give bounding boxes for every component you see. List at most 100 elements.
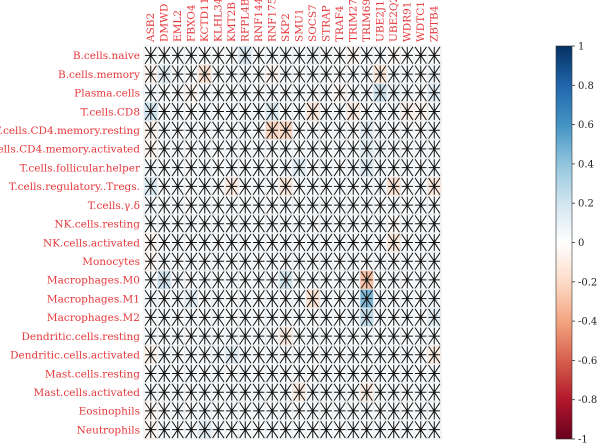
asterisk-mark [171,271,184,289]
asterisk-mark [225,346,238,364]
asterisk-mark [171,46,184,65]
asterisk-mark [333,289,346,308]
asterisk-mark [225,271,238,289]
asterisk-mark [360,346,373,364]
asterisk-mark [387,364,400,383]
asterisk-mark [239,196,252,214]
asterisk-mark [387,346,400,364]
asterisk-mark [198,308,211,327]
asterisk-mark [347,383,360,401]
asterisk-mark [414,84,427,102]
asterisk-mark [374,364,387,383]
asterisk-mark [266,289,279,308]
asterisk-mark [374,102,387,121]
asterisk-mark [266,121,279,139]
asterisk-mark [171,402,184,420]
asterisk-mark [320,46,333,65]
asterisk-mark [306,252,319,270]
asterisk-mark [333,102,346,121]
row-label: T.cells.regulatory..Tregs. [9,181,140,193]
asterisk-mark [401,402,414,420]
asterisk-mark [239,308,252,327]
asterisk-mark [347,420,360,439]
asterisk-mark [320,402,333,420]
asterisk-mark [387,327,400,345]
asterisk-mark [320,289,333,308]
asterisk-mark [198,289,211,308]
asterisk-mark [293,215,306,233]
asterisk-mark [360,65,373,83]
colorbar-tick-label: 1 [578,42,584,53]
asterisk-mark [185,383,198,401]
asterisk-mark [401,327,414,345]
row-label: Eosinophils [79,406,140,418]
asterisk-mark [198,327,211,345]
asterisk-mark [428,327,441,345]
asterisk-mark [252,233,265,252]
asterisk-mark [185,289,198,308]
row-label: Mast.cells.resting [45,368,140,380]
asterisk-mark [320,158,333,177]
asterisk-mark [347,308,360,327]
asterisk-mark [198,346,211,364]
asterisk-mark [320,271,333,289]
asterisk-mark [428,102,441,121]
asterisk-mark [306,215,319,233]
colorbar-tick-label: 0.8 [578,81,594,92]
row-label: T.cells.CD8 [81,106,140,118]
asterisk-mark [374,327,387,345]
asterisk-mark [279,84,292,102]
asterisk-mark [225,215,238,233]
asterisk-mark [428,121,441,139]
asterisk-mark [333,420,346,439]
asterisk-mark [212,158,225,177]
asterisk-mark [387,158,400,177]
asterisk-mark [428,420,441,439]
asterisk-mark [158,346,171,364]
asterisk-mark [401,177,414,196]
asterisk-mark [212,121,225,139]
asterisk-mark [414,271,427,289]
asterisk-mark [185,215,198,233]
asterisk-mark [171,84,184,102]
row-label: B.cells.memory [58,69,140,81]
asterisk-mark [293,102,306,121]
asterisk-mark [414,196,427,214]
asterisk-mark [360,140,373,158]
asterisk-mark [225,158,238,177]
asterisk-mark [225,289,238,308]
asterisk-mark [144,289,157,308]
asterisk-mark [266,252,279,270]
asterisk-mark [252,84,265,102]
row-label: Dendritic.cells.resting [21,331,140,343]
asterisk-mark [347,196,360,214]
asterisk-mark [374,402,387,420]
asterisk-mark [401,84,414,102]
asterisk-mark [374,196,387,214]
asterisk-mark [306,233,319,252]
asterisk-mark [198,196,211,214]
asterisk-mark [306,346,319,364]
asterisk-mark [252,177,265,196]
asterisk-mark [333,196,346,214]
asterisk-mark [360,84,373,102]
asterisk-mark [252,252,265,270]
asterisk-mark [279,215,292,233]
asterisk-mark [387,46,400,65]
heatmap-grid [143,45,442,440]
asterisk-mark [279,364,292,383]
asterisk-mark [333,327,346,345]
asterisk-mark [198,364,211,383]
asterisk-mark [293,402,306,420]
asterisk-mark [252,364,265,383]
asterisk-mark [401,121,414,139]
asterisk-mark [306,402,319,420]
row-label: Plasma.cells [74,88,140,100]
asterisk-mark [320,121,333,139]
asterisk-mark [306,84,319,102]
row-label: NK.cells.resting [54,219,140,231]
asterisk-mark [266,215,279,233]
asterisk-mark [428,252,441,270]
asterisk-mark [144,383,157,401]
asterisk-mark [266,308,279,327]
